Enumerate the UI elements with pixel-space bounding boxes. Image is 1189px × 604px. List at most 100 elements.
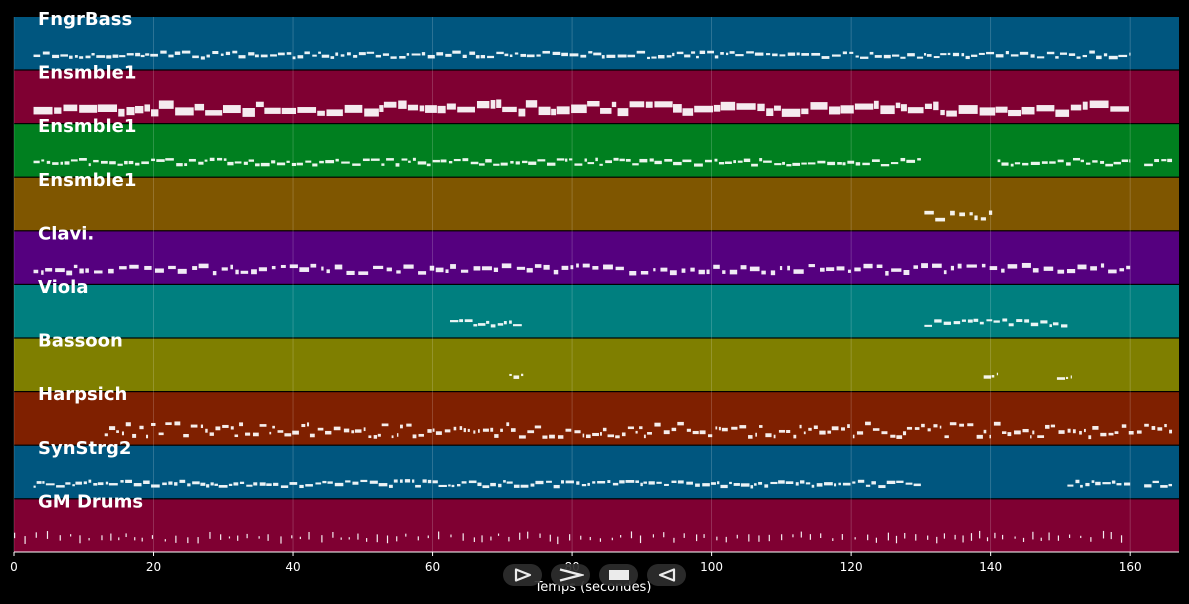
note-mark [160, 50, 167, 54]
rewind-button[interactable] [647, 564, 686, 586]
note-mark [787, 52, 796, 56]
note-mark [671, 427, 677, 432]
note-mark [808, 427, 812, 431]
note-mark [808, 264, 815, 268]
note-mark [181, 50, 191, 54]
note-mark [503, 480, 506, 483]
note-mark [601, 55, 605, 59]
note-mark [792, 162, 801, 166]
note-mark [321, 535, 323, 543]
stop-button[interactable] [599, 564, 638, 586]
note-mark [620, 535, 622, 538]
note-mark [377, 433, 381, 437]
note-mark [1010, 163, 1014, 167]
note-mark [974, 215, 978, 221]
note-mark [141, 537, 143, 542]
note-mark [45, 483, 55, 486]
note-mark [227, 161, 234, 166]
note-mark [1002, 318, 1008, 322]
note-mark [393, 479, 398, 483]
note-mark [713, 104, 721, 112]
note-mark [259, 424, 267, 427]
note-mark [452, 50, 461, 54]
play-button[interactable] [503, 564, 542, 586]
note-mark [239, 481, 245, 484]
note-mark [383, 101, 397, 108]
note-mark [255, 163, 260, 167]
note-mark [996, 372, 999, 376]
note-mark [373, 435, 378, 439]
track-label: Clavi. [38, 223, 94, 244]
note-mark [473, 324, 478, 327]
note-mark [625, 158, 631, 162]
note-mark [319, 160, 324, 164]
note-mark [1057, 269, 1065, 274]
note-mark [215, 426, 221, 431]
note-mark [212, 271, 217, 276]
note-mark [110, 533, 112, 541]
note-mark [561, 265, 569, 270]
note-mark [519, 532, 521, 540]
note-mark [672, 52, 675, 57]
note-mark [276, 162, 286, 166]
note-mark [192, 266, 198, 270]
note-mark [810, 102, 828, 110]
note-mark [748, 435, 753, 439]
note-mark [924, 210, 934, 215]
note-mark [368, 435, 372, 439]
note-mark [352, 163, 361, 166]
note-mark [557, 536, 559, 545]
note-mark [117, 163, 123, 166]
note-mark [986, 319, 993, 322]
note-mark [1040, 537, 1042, 541]
note-mark [750, 485, 754, 489]
note-mark [245, 432, 251, 436]
note-mark [605, 160, 613, 164]
note-mark [1085, 162, 1091, 165]
note-mark [569, 158, 573, 161]
note-mark [648, 481, 655, 485]
note-mark [415, 484, 421, 488]
note-mark [105, 481, 109, 485]
note-mark [627, 54, 636, 58]
note-mark [787, 265, 790, 271]
note-mark [895, 102, 901, 109]
note-mark [234, 434, 239, 438]
note-mark [222, 105, 241, 114]
note-mark [198, 263, 209, 269]
note-mark [704, 159, 712, 163]
note-mark [813, 425, 818, 430]
note-mark [978, 52, 985, 55]
note-mark [79, 535, 81, 544]
fast-forward-button[interactable] [551, 564, 590, 586]
note-mark [653, 268, 656, 272]
note-mark [973, 318, 979, 322]
note-mark [597, 480, 606, 484]
note-mark [55, 268, 65, 273]
note-mark [647, 56, 650, 60]
note-mark [939, 425, 942, 429]
note-mark [75, 481, 82, 485]
note-mark [872, 428, 880, 431]
note-mark [682, 108, 694, 116]
note-mark [737, 160, 743, 163]
note-mark [521, 373, 524, 377]
note-mark [370, 158, 380, 161]
note-mark [309, 433, 315, 438]
note-mark [607, 434, 614, 438]
note-mark [1008, 109, 1021, 117]
note-mark [346, 52, 351, 56]
note-mark [736, 103, 756, 110]
note-mark [112, 54, 119, 58]
note-mark [426, 163, 431, 167]
note-mark [321, 266, 324, 271]
note-mark [237, 535, 239, 541]
note-mark [406, 423, 412, 427]
note-mark [334, 264, 343, 270]
note-mark [949, 422, 957, 426]
note-mark [500, 428, 503, 432]
note-mark [315, 482, 322, 485]
note-mark [800, 531, 802, 538]
note-mark [360, 479, 368, 483]
note-mark [569, 534, 571, 541]
